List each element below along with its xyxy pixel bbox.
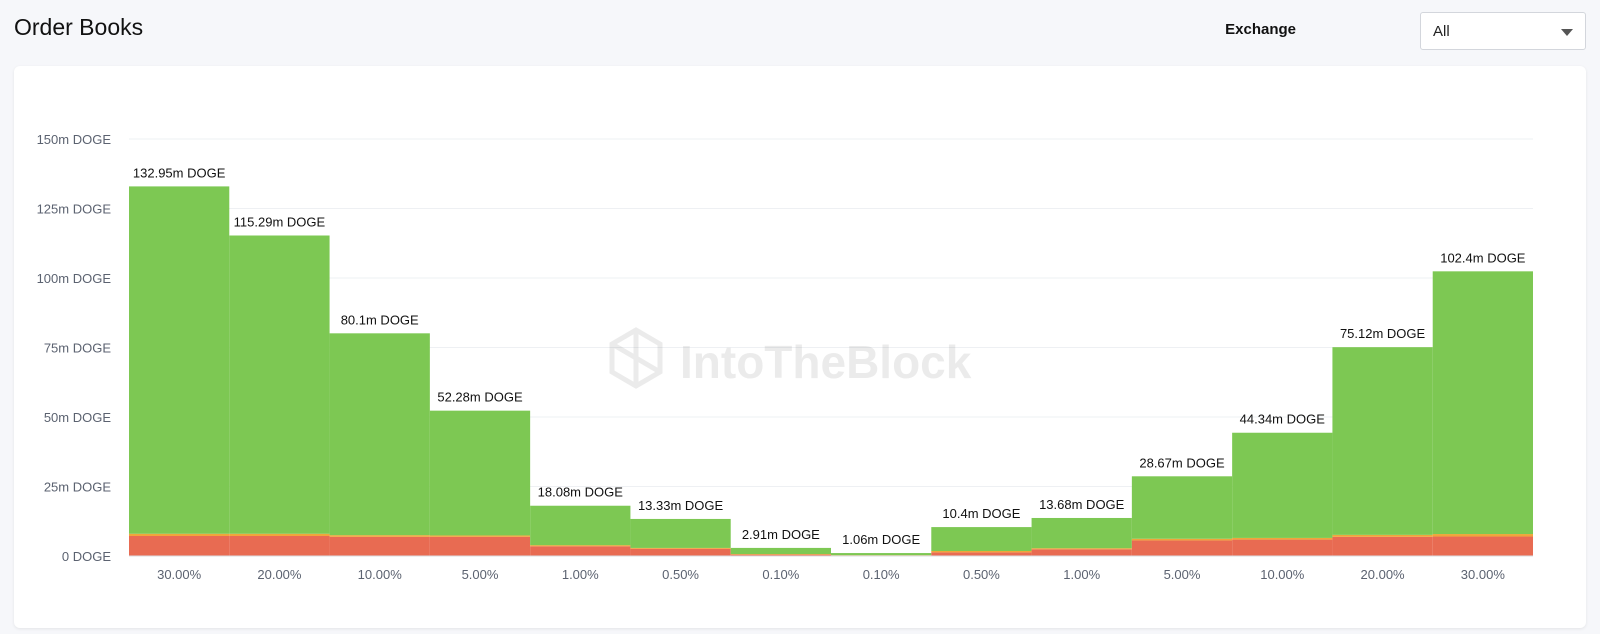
bar-segment[interactable] xyxy=(429,535,531,537)
page-title: Order Books xyxy=(14,14,144,40)
data-label: 1.06m DOGE xyxy=(842,532,920,547)
bar-segment[interactable] xyxy=(730,547,831,555)
bar-segment[interactable] xyxy=(630,548,731,556)
data-label: 44.34m DOGE xyxy=(1240,412,1326,427)
bar-segment[interactable] xyxy=(429,536,531,556)
data-label: 75.12m DOGE xyxy=(1340,326,1426,341)
bar-segment[interactable] xyxy=(1332,534,1433,537)
bar-segment[interactable] xyxy=(329,535,430,537)
data-label: 13.68m DOGE xyxy=(1039,497,1125,512)
y-tick-label: 100m DOGE xyxy=(37,271,112,286)
header: Order Books Exchange All xyxy=(0,0,1600,64)
bar-segment[interactable] xyxy=(730,554,831,556)
bar-segment[interactable] xyxy=(1131,476,1233,539)
y-tick-label: 125m DOGE xyxy=(37,202,112,217)
exchange-select-value: All xyxy=(1433,23,1450,40)
x-tick-label: 10.00% xyxy=(358,567,403,582)
data-label: 28.67m DOGE xyxy=(1139,455,1225,470)
exchange-select[interactable]: All xyxy=(1420,12,1586,50)
bar-segment[interactable] xyxy=(1332,536,1433,556)
bar-segment[interactable] xyxy=(831,553,932,556)
x-tick-label: 30.00% xyxy=(157,567,202,582)
data-label: 80.1m DOGE xyxy=(341,312,419,327)
bar-segment[interactable] xyxy=(530,505,631,546)
bar-segment[interactable] xyxy=(1031,549,1132,556)
x-tick-label: 0.10% xyxy=(762,567,799,582)
bar-segment[interactable] xyxy=(129,533,230,536)
bar-segment[interactable] xyxy=(630,547,731,549)
y-tick-label: 50m DOGE xyxy=(44,410,112,425)
bars-layer xyxy=(129,186,1533,556)
bar-segment[interactable] xyxy=(329,333,430,536)
y-tick-label: 150m DOGE xyxy=(37,132,112,147)
bar-segment[interactable] xyxy=(129,186,230,534)
bar-segment[interactable] xyxy=(229,533,330,536)
bar-segment[interactable] xyxy=(1332,347,1433,535)
bar-segment[interactable] xyxy=(329,536,430,556)
chart-card: IntoTheBlock 132.95m DOGE 115.29m DOGE 80.… xyxy=(14,66,1586,628)
labels-layer: 132.95m DOGE 115.29m DOGE 80.1m DOGE 52.28m… xyxy=(133,165,1526,547)
y-tick-label: 0 DOGE xyxy=(62,549,111,564)
bar-segment[interactable] xyxy=(1031,517,1132,549)
x-tick-label: 10.00% xyxy=(1260,567,1305,582)
x-tick-label: 0.10% xyxy=(863,567,900,582)
bar-segment[interactable] xyxy=(630,518,731,548)
bar-segment[interactable] xyxy=(931,527,1032,551)
x-tick-label: 5.00% xyxy=(462,567,499,582)
bar-segment[interactable] xyxy=(129,535,230,556)
bar-segment[interactable] xyxy=(1232,539,1333,556)
order-book-chart: IntoTheBlock 132.95m DOGE 115.29m DOGE 80.… xyxy=(37,132,1533,582)
watermark: IntoTheBlock xyxy=(609,327,972,389)
chevron-down-icon xyxy=(1561,29,1573,36)
data-label: 13.33m DOGE xyxy=(638,498,724,513)
x-tick-label: 30.00% xyxy=(1461,567,1506,582)
y-tick-label: 25m DOGE xyxy=(44,480,112,495)
data-label: 115.29m DOGE xyxy=(234,214,326,229)
bar-segment[interactable] xyxy=(1031,548,1132,550)
data-label: 10.4m DOGE xyxy=(942,506,1020,521)
bar-segment[interactable] xyxy=(229,535,330,556)
x-tick-label: 0.50% xyxy=(662,567,699,582)
data-label: 52.28m DOGE xyxy=(437,390,523,405)
bar-segment[interactable] xyxy=(229,235,330,534)
bar-segment[interactable] xyxy=(1232,432,1333,538)
bar-segment[interactable] xyxy=(730,554,831,555)
x-tick-label: 0.50% xyxy=(963,567,1000,582)
bar-segment[interactable] xyxy=(931,552,1032,556)
watermark-text: IntoTheBlock xyxy=(680,336,972,388)
bar-segment[interactable] xyxy=(530,545,631,547)
bar-segment[interactable] xyxy=(1232,537,1333,540)
bar-segment[interactable] xyxy=(931,550,1032,553)
intotheblock-logo-icon xyxy=(609,327,663,389)
x-tick-label: 1.00% xyxy=(1063,567,1100,582)
axis-layer: 0 DOGE 25m DOGE 50m DOGE 75m DOGE 100m DOGE 1… xyxy=(37,132,1533,582)
x-tick-label: 20.00% xyxy=(257,567,302,582)
bar-segment[interactable] xyxy=(1432,271,1533,535)
data-label: 18.08m DOGE xyxy=(538,485,624,500)
exchange-label: Exchange xyxy=(1225,21,1296,38)
x-tick-label: 1.00% xyxy=(562,567,599,582)
bar-segment[interactable] xyxy=(1131,538,1233,541)
data-label: 132.95m DOGE xyxy=(133,165,226,180)
bar-segment[interactable] xyxy=(429,410,531,536)
data-label: 2.91m DOGE xyxy=(742,527,820,542)
y-tick-label: 75m DOGE xyxy=(44,341,112,356)
x-tick-label: 20.00% xyxy=(1361,567,1406,582)
x-tick-label: 5.00% xyxy=(1164,567,1201,582)
bar-segment[interactable] xyxy=(1131,540,1233,556)
bar-segment[interactable] xyxy=(1432,536,1533,556)
bar-segment[interactable] xyxy=(1432,534,1533,537)
data-label: 102.4m DOGE xyxy=(1440,250,1526,265)
bar-segment[interactable] xyxy=(530,546,631,556)
